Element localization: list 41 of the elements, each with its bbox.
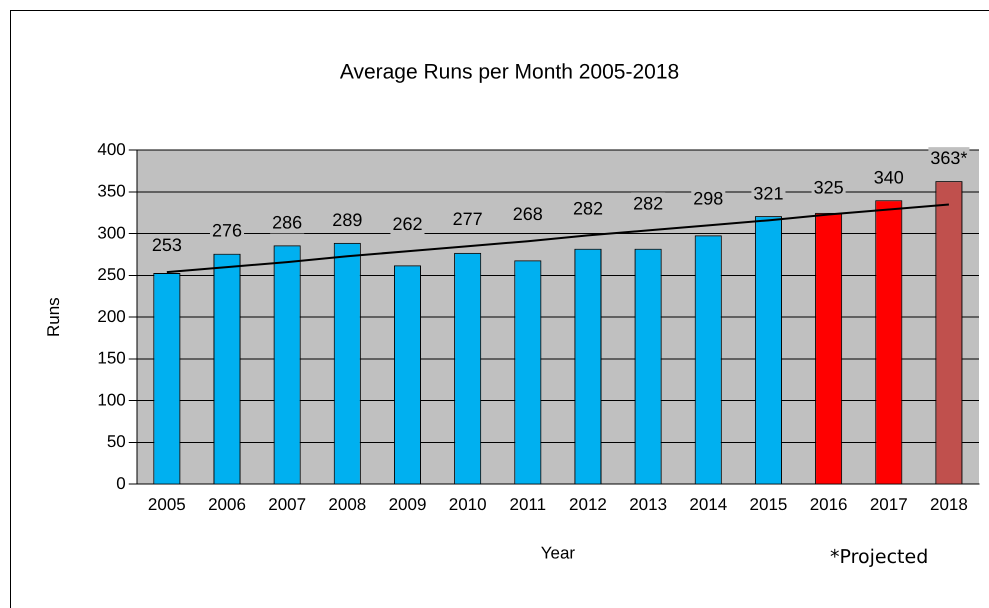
data-label: 289	[332, 210, 362, 230]
data-label: 268	[512, 204, 543, 224]
y-tick-label: 50	[106, 432, 126, 452]
x-axis-title: Year	[540, 543, 576, 562]
data-label: 277	[452, 209, 483, 230]
x-tick-label: 2012	[569, 495, 607, 514]
data-label: 298	[693, 188, 724, 208]
data-label: 262	[392, 214, 423, 234]
data-label: 340	[874, 167, 904, 188]
x-tick-label: 2014	[689, 495, 728, 514]
data-label: 286	[272, 212, 302, 232]
x-tick-label: 2006	[208, 495, 246, 514]
x-tick-label: 2005	[148, 495, 186, 514]
chart-title: Average Runs per Month 2005-2018	[340, 60, 680, 84]
y-tick-label: 350	[97, 182, 126, 201]
y-tick-label: 150	[97, 348, 126, 368]
y-tick-label: 250	[97, 265, 126, 284]
y-tick-label: 300	[97, 223, 126, 242]
data-label: 282	[572, 198, 603, 218]
text: *Projected	[830, 546, 928, 568]
data-label: 276	[212, 220, 242, 241]
y-tick-label: 400	[97, 140, 126, 159]
data-label: 363*	[930, 148, 968, 168]
x-tick-label: 2016	[810, 495, 848, 514]
y-tick-label: 100	[97, 390, 126, 410]
data-label: 325	[814, 177, 844, 198]
x-tick-label: 2010	[448, 495, 487, 514]
x-tick-label: 2017	[870, 495, 908, 514]
data-label: 253	[152, 235, 182, 256]
x-tick-label: 2018	[930, 495, 968, 514]
x-tick-label: 2007	[268, 495, 306, 514]
x-tick-label: 2008	[328, 495, 366, 514]
x-tick-label: 2011	[510, 495, 546, 514]
x-tick-label: 2013	[629, 495, 668, 514]
y-tick-label: 200	[97, 306, 126, 326]
y-axis-title: Runs	[44, 297, 63, 338]
y-tick-label: 0	[116, 474, 126, 493]
data-label: 282	[633, 193, 664, 214]
x-tick-label: 2015	[750, 495, 788, 514]
x-tick-label: 2009	[388, 495, 426, 514]
data-label: 321	[753, 183, 784, 204]
